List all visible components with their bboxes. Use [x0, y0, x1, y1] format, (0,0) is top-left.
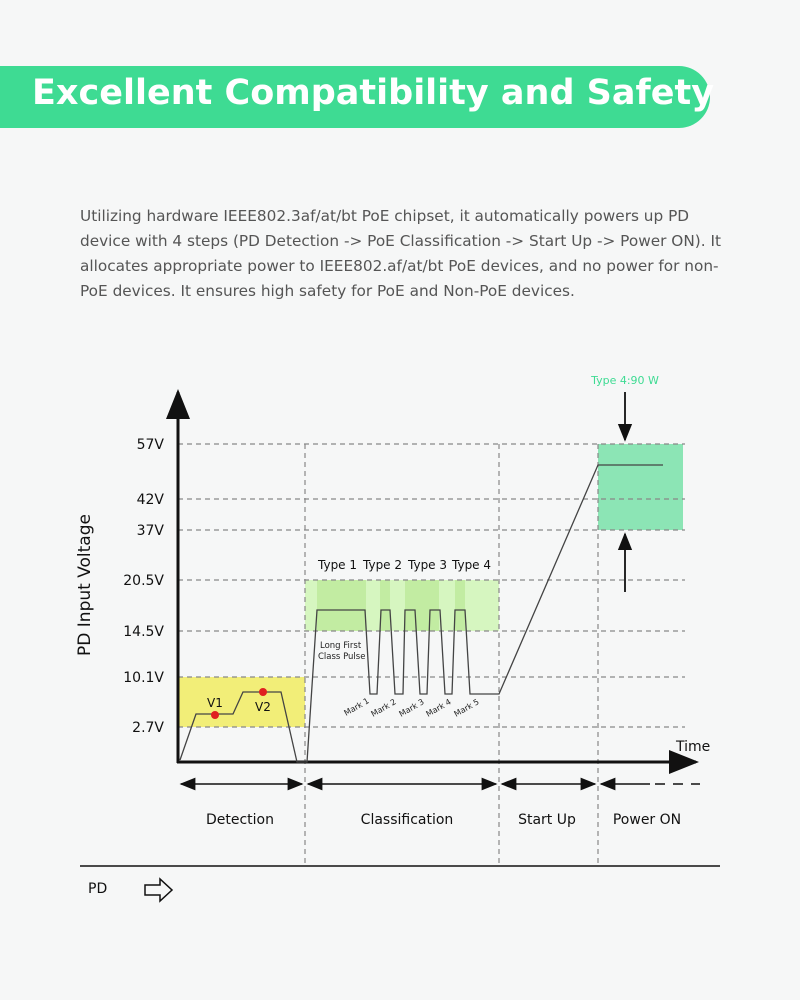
v1-label: V1: [207, 696, 223, 710]
class-type-labels: Type 1 Type 2 Type 3 Type 4: [317, 558, 491, 572]
svg-text:Detection: Detection: [206, 812, 274, 828]
svg-text:Type 4: Type 4: [451, 558, 491, 572]
svg-text:10.1V: 10.1V: [123, 670, 164, 686]
pd-label: PD: [88, 881, 107, 897]
svg-text:Mark 2: Mark 2: [370, 697, 398, 718]
grid-lines: [178, 443, 685, 866]
svg-text:Classification: Classification: [361, 812, 454, 828]
title-banner: Excellent Compatibility and Safety: [0, 66, 714, 128]
svg-text:37V: 37V: [137, 523, 165, 539]
svg-text:Start Up: Start Up: [518, 812, 576, 828]
voltage-waveform: [179, 464, 663, 763]
svg-text:Type 3: Type 3: [407, 558, 447, 572]
description: Utilizing hardware IEEE802.3af/at/bt PoE…: [80, 207, 721, 300]
power-region: [598, 444, 683, 530]
x-axis-label: Time: [675, 739, 710, 755]
svg-text:Power ON: Power ON: [613, 812, 681, 828]
page-title: Excellent Compatibility and Safety: [32, 73, 715, 113]
power-note: Type 4:90 W: [590, 374, 659, 387]
svg-text:Mark 1: Mark 1: [343, 696, 371, 717]
v1-point: [211, 711, 219, 719]
svg-text:Mark 3: Mark 3: [398, 697, 426, 718]
svg-text:Mark 4: Mark 4: [425, 697, 453, 718]
pulse-note: Long First Class Pulse: [318, 641, 365, 662]
v2-label: V2: [255, 700, 271, 714]
svg-text:42V: 42V: [137, 492, 165, 508]
svg-text:20.5V: 20.5V: [123, 573, 164, 589]
svg-text:14.5V: 14.5V: [123, 624, 164, 640]
class-type-bands: [317, 580, 465, 631]
svg-text:Type 2: Type 2: [362, 558, 402, 572]
svg-text:Mark 5: Mark 5: [453, 697, 481, 718]
voltage-labels: 57V 42V 37V 20.5V 14.5V 10.1V 2.7V: [123, 437, 164, 736]
v2-point: [259, 688, 267, 696]
phase-labels: Detection Classification Start Up Power ON: [206, 812, 681, 828]
svg-text:2.7V: 2.7V: [132, 720, 164, 736]
svg-text:57V: 57V: [137, 437, 165, 453]
svg-text:Type 1: Type 1: [317, 558, 357, 572]
detection-region: [178, 677, 305, 727]
y-axis-label: PD Input Voltage: [75, 514, 95, 656]
hollow-arrow-icon: [144, 877, 174, 903]
